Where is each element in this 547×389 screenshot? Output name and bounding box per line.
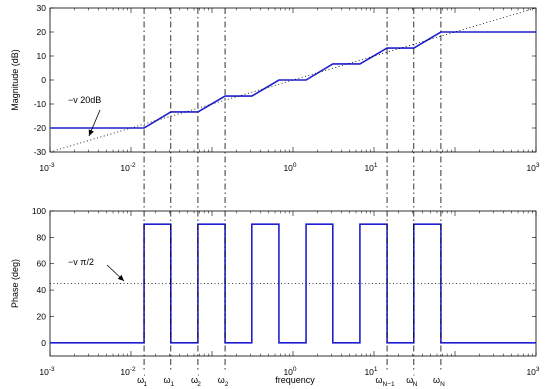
x-tick-label: 100 bbox=[283, 162, 296, 173]
x-tick-label: 101 bbox=[364, 162, 377, 173]
y-tick-label: 20 bbox=[37, 311, 47, 321]
breakpoint-label: ω' N bbox=[406, 374, 417, 388]
y-tick-label: 60 bbox=[37, 259, 47, 269]
breakpoint-label: ωN bbox=[433, 375, 445, 388]
y-tick-label: -20 bbox=[34, 123, 47, 133]
y-tick-label: 30 bbox=[37, 3, 47, 13]
y-axis-label: Phase (deg) bbox=[10, 259, 20, 308]
y-tick-label: -30 bbox=[34, 147, 47, 157]
y-tick-label: 40 bbox=[37, 285, 47, 295]
reference-line bbox=[49, 7, 537, 153]
annotation-arrowhead bbox=[117, 274, 124, 281]
annotation-label: −v π/2 bbox=[68, 257, 94, 267]
approx-line bbox=[50, 223, 536, 344]
breakpoint-label: ω1 bbox=[163, 375, 174, 388]
y-tick-label: 80 bbox=[37, 232, 47, 242]
x-tick-label: 10-3 bbox=[39, 366, 55, 377]
y-tick-label: 0 bbox=[41, 75, 46, 85]
phase-plot: 0 20 40 60 80 100 10-3 10-2 100 101 103 Phase (deg)… bbox=[10, 206, 540, 388]
x-tick-label: 100 bbox=[283, 366, 296, 377]
magnitude-plot: -30 -20 -10 0 10 20 30 10-3 10-2 100 101 103 Magnitu… bbox=[10, 3, 540, 173]
breakpoint-label: ω' 1 bbox=[137, 374, 147, 388]
y-tick-label: 0 bbox=[41, 338, 46, 348]
annotation-arrowhead bbox=[88, 129, 94, 136]
x-tick-label: 101 bbox=[364, 366, 377, 377]
y-tick-label: 20 bbox=[37, 27, 47, 37]
y-tick-label: -10 bbox=[34, 99, 47, 109]
breakpoint-label: ω' 2 bbox=[191, 374, 201, 388]
breakpoint-lines bbox=[143, 8, 442, 370]
y-axis-label: Magnitude (dB) bbox=[10, 49, 20, 111]
approx-line bbox=[50, 31, 536, 129]
x-tick-label: 103 bbox=[526, 366, 539, 377]
y-tick-label: 10 bbox=[37, 51, 47, 61]
breakpoint-label: ω2 bbox=[218, 375, 229, 388]
annotation-label: −v 20dB bbox=[68, 95, 101, 105]
y-tick-label: 100 bbox=[32, 206, 46, 216]
x-tick-label: 10-2 bbox=[120, 162, 136, 173]
breakpoint-label: ωN−1 bbox=[376, 375, 396, 388]
x-tick-label: 10-3 bbox=[39, 162, 55, 173]
x-tick-label: 103 bbox=[526, 162, 539, 173]
x-tick-label: 10-2 bbox=[120, 366, 136, 377]
x-axis-label: frequency bbox=[275, 375, 315, 385]
